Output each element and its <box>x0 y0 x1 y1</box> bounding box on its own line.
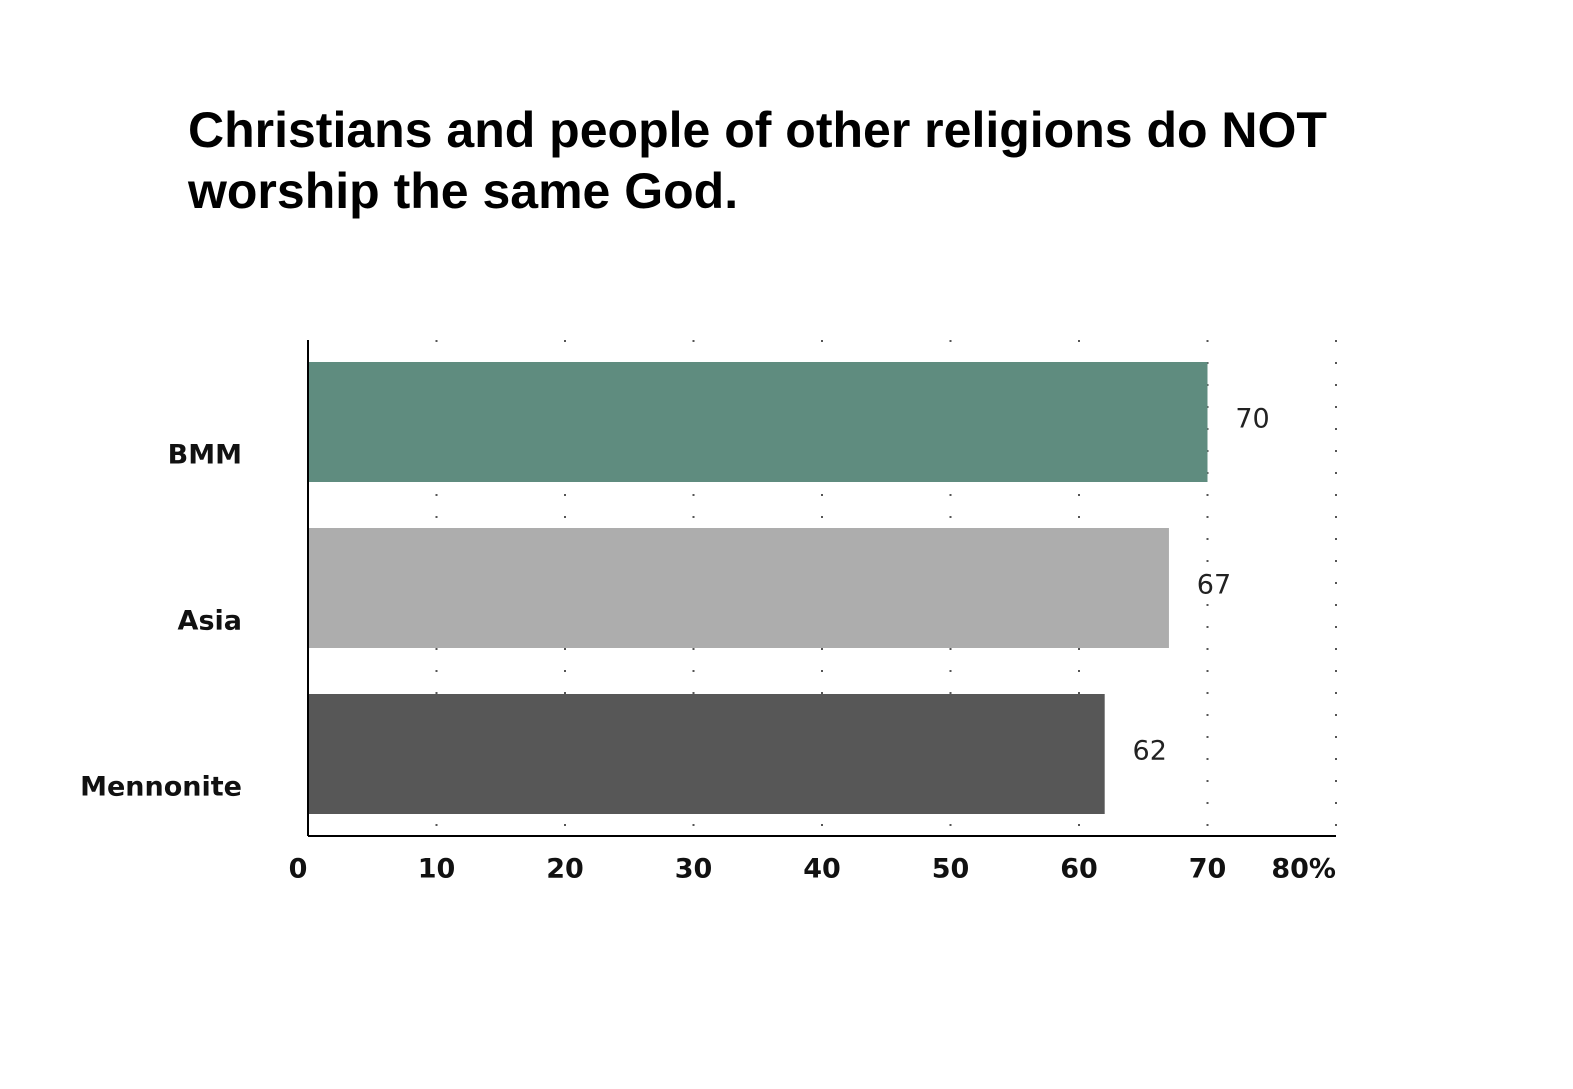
x-tick-labels: 0 10 20 30 40 50 60 70 80% <box>289 854 1336 885</box>
bars <box>308 362 1208 814</box>
x-tick-label-60: 60 <box>1060 854 1098 885</box>
x-tick-label-50: 50 <box>932 854 970 885</box>
x-tick-label-0: 0 <box>289 854 308 885</box>
x-tick-label-70: 70 <box>1189 854 1227 885</box>
value-labels: 70 67 62 <box>1133 404 1270 767</box>
x-tick-label-40: 40 <box>803 854 841 885</box>
bar-asia <box>308 528 1169 648</box>
value-label-asia: 67 <box>1197 570 1231 601</box>
category-label-bmm: BMM <box>168 440 242 471</box>
axes <box>307 340 1336 837</box>
x-tick-label-20: 20 <box>546 854 584 885</box>
value-label-mennonite: 62 <box>1133 736 1167 767</box>
value-label-bmm: 70 <box>1235 404 1269 435</box>
category-labels: BMM Asia Mennonite <box>80 440 242 803</box>
chart-title: Christians and people of other religions… <box>188 102 1327 219</box>
bar-mennonite <box>308 694 1105 814</box>
x-tick-label-80: 80% <box>1271 854 1336 885</box>
bar-bmm <box>308 362 1208 482</box>
category-label-mennonite: Mennonite <box>80 772 242 803</box>
category-label-asia: Asia <box>178 606 242 637</box>
x-tick-label-10: 10 <box>418 854 456 885</box>
x-tick-label-30: 30 <box>675 854 713 885</box>
